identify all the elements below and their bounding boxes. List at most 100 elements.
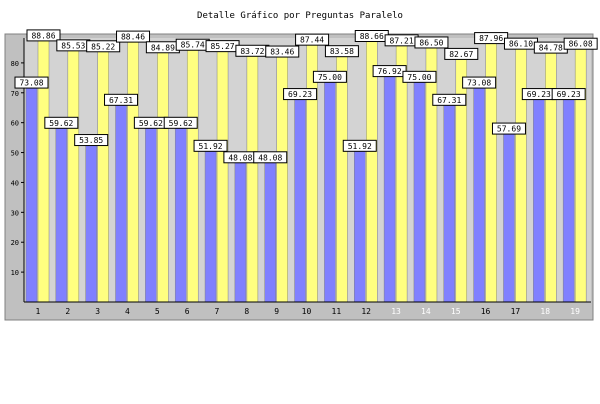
bar-series1 <box>294 94 306 303</box>
data-label-series1: 59.62 <box>169 119 193 128</box>
data-labels-group: 73.08 88.86 59.62 85.53 53.85 85.22 67.31 88.46… <box>14 29 598 164</box>
data-label-series2: 85.22 <box>91 42 115 51</box>
data-label-series1: 76.92 <box>378 67 402 76</box>
data-label-series1: 73.08 <box>467 79 491 88</box>
bar-series2 <box>216 46 229 303</box>
data-label-series1-box <box>283 88 318 101</box>
x-tick-label: 5 <box>155 307 160 316</box>
data-label-series2: 84.89 <box>151 43 175 52</box>
data-label-series2-box <box>86 40 121 53</box>
data-label-series2: 87.96 <box>479 34 503 43</box>
data-label-series1-box <box>462 76 497 89</box>
data-label-series1-box <box>104 93 139 106</box>
y-tick-label: 30 <box>11 209 19 217</box>
bar-series1 <box>174 123 187 303</box>
y-axis: 10 20 30 40 50 60 70 80 <box>11 38 25 302</box>
x-tick-label: 3 <box>95 307 100 316</box>
bar-series1 <box>55 123 68 303</box>
bar-series2 <box>545 48 557 303</box>
bar-series1 <box>503 129 515 303</box>
data-label-series1-box <box>253 151 288 164</box>
bar-series1 <box>354 146 366 303</box>
data-label-series1-box <box>551 88 586 101</box>
data-label-series1: 67.31 <box>437 96 461 105</box>
data-label-series2: 88.86 <box>31 31 55 40</box>
bar-series1 <box>383 71 396 303</box>
data-label-series2: 87.21 <box>390 36 414 45</box>
data-label-series1-box <box>14 76 49 89</box>
bar-series1 <box>145 123 157 303</box>
data-label-series1: 51.92 <box>199 142 223 151</box>
x-tick-label: 13 <box>391 307 401 316</box>
data-label-series2-box <box>324 45 359 58</box>
x-tick-label: 18 <box>540 307 550 316</box>
bar-series1 <box>473 83 485 303</box>
data-label-series1-box <box>163 116 198 129</box>
data-label-series1: 69.23 <box>527 90 551 99</box>
data-label-series1: 67.31 <box>109 96 133 105</box>
data-label-series1: 48.08 <box>228 153 252 162</box>
data-label-series1: 51.92 <box>348 142 372 151</box>
data-label-series2: 85.53 <box>61 41 85 50</box>
data-label-series2: 83.46 <box>270 48 294 57</box>
bar-series2 <box>97 47 109 303</box>
data-label-series1-box <box>312 70 347 83</box>
data-label-series1-box <box>74 134 109 147</box>
data-label-series2: 88.46 <box>121 33 145 42</box>
data-label-series2: 85.74 <box>181 41 205 50</box>
data-label-series2-box <box>563 37 598 50</box>
data-label-series1: 69.23 <box>557 90 581 99</box>
data-label-series2-box <box>444 47 479 60</box>
data-label-series2: 84.78 <box>539 44 563 53</box>
x-tick-label: 16 <box>481 307 491 316</box>
bar-series2 <box>336 51 348 303</box>
bar-series1 <box>85 140 97 303</box>
y-tick-label: 10 <box>11 269 19 277</box>
bar-series1 <box>204 146 217 303</box>
bar-series1 <box>443 100 456 303</box>
x-tick-label: 15 <box>451 307 461 316</box>
data-label-series2: 83.72 <box>240 47 264 56</box>
bar-series2 <box>186 45 199 303</box>
y-tick-label: 80 <box>11 60 19 68</box>
data-label-series2: 86.10 <box>509 40 533 49</box>
data-label-series1: 75.00 <box>318 73 342 82</box>
bar-series1 <box>25 83 38 303</box>
data-label-series2-box <box>26 29 61 42</box>
data-label-series1-box <box>342 139 377 152</box>
y-tick-label: 60 <box>11 120 19 128</box>
x-tick-label: 2 <box>65 307 70 316</box>
data-label-series1: 73.08 <box>19 79 43 88</box>
bar-series1 <box>533 94 545 303</box>
data-label-series2: 82.67 <box>449 50 473 59</box>
x-tick-label: 4 <box>125 307 130 316</box>
bar-series2 <box>455 54 468 303</box>
data-label-series2: 88.66 <box>360 32 384 41</box>
data-label-series1-box <box>193 139 228 152</box>
bar-series2 <box>157 48 169 303</box>
data-label-series1-box <box>402 70 437 83</box>
y-tick-label: 20 <box>11 239 19 247</box>
data-label-series1: 75.00 <box>407 73 431 82</box>
x-axis: 1 2 3 4 5 6 7 8 9 10 11 12 13 14 15 16 17 18 19 <box>24 301 591 316</box>
chart-title: Detalle Gráfico por Preguntas Paralelo <box>197 11 403 21</box>
x-tick-label: 9 <box>274 307 279 316</box>
data-label-series1: 48.08 <box>258 153 282 162</box>
x-tick-label: 8 <box>244 307 249 316</box>
y-tick-label: 70 <box>11 90 19 98</box>
data-label-series2: 86.08 <box>569 40 593 49</box>
data-label-series2-box <box>265 45 300 58</box>
data-label-series2-box <box>116 30 151 43</box>
bar-series2 <box>246 51 259 303</box>
x-tick-label: 11 <box>332 307 342 316</box>
bar-series2 <box>127 37 139 303</box>
bar-series2 <box>67 46 80 303</box>
x-tick-label: 12 <box>361 307 371 316</box>
bar-series2 <box>574 44 587 303</box>
data-label-series1-box <box>432 93 467 106</box>
data-label-series2: 83.58 <box>330 47 354 56</box>
data-label-series2-box <box>295 33 330 46</box>
x-tick-label: 10 <box>302 307 312 316</box>
